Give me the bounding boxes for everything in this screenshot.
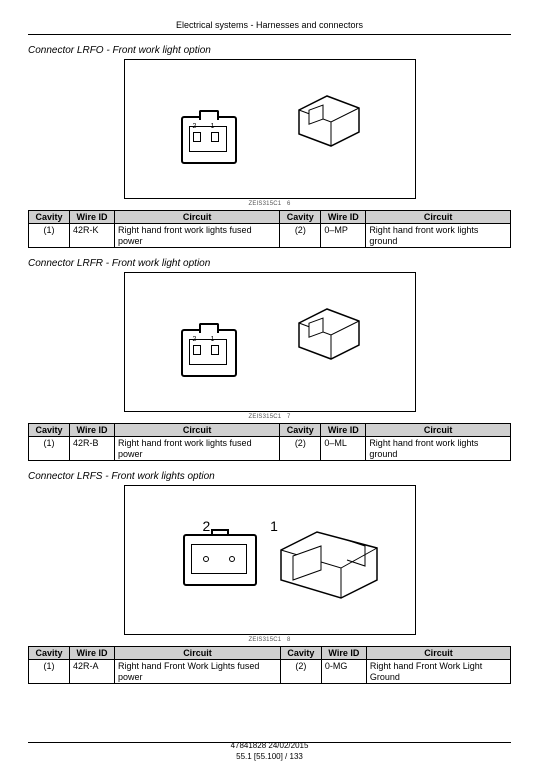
cell-wire1: 42R-B	[70, 437, 115, 461]
cell-circuit2: Right hand front work lights ground	[366, 224, 511, 248]
table-lrfo: Cavity Wire ID Circuit Cavity Wire ID Ci…	[28, 210, 511, 248]
col-cavity: Cavity	[29, 647, 70, 660]
page: Electrical systems - Harnesses and conne…	[0, 0, 539, 768]
caption-num: 8	[287, 637, 291, 643]
col-circuit2: Circuit	[366, 424, 511, 437]
rule-top	[28, 34, 511, 35]
page-header: Electrical systems - Harnesses and conne…	[28, 20, 511, 30]
table-header-row: Cavity Wire ID Circuit Cavity Wire ID Ci…	[29, 211, 511, 224]
cell-wire1: 42R-K	[70, 224, 115, 248]
pin-2-icon	[211, 345, 219, 355]
caption-ref: ZEIS315C1	[249, 414, 282, 420]
col-wire: Wire ID	[70, 211, 115, 224]
page-footer: 47841828 24/02/2015 55.1 [55.100] / 133	[0, 741, 539, 762]
section-title-lrfs: Connector LRFS - Front work lights optio…	[28, 471, 511, 482]
cell-circuit1: Right hand front work lights fused power	[115, 437, 280, 461]
col-cavity2: Cavity	[280, 647, 321, 660]
caption-ref: ZEIS315C1	[249, 637, 282, 643]
diagram-caption-lrfo: ZEIS315C1 6	[28, 201, 511, 207]
connector-iso-icon	[293, 305, 371, 363]
col-wire2: Wire ID	[321, 647, 366, 660]
table-lrfr: Cavity Wire ID Circuit Cavity Wire ID Ci…	[28, 423, 511, 461]
cell-circuit1: Right hand Front Work Lights fused power	[115, 660, 281, 684]
col-cavity: Cavity	[29, 211, 70, 224]
connector-inner-icon	[191, 544, 247, 574]
col-cavity2: Cavity	[280, 211, 321, 224]
table-row: (1) 42R-B Right hand front work lights f…	[29, 437, 511, 461]
diagram-lrfo: 1 2	[124, 59, 416, 199]
connector-notch-icon	[199, 323, 219, 333]
col-circuit2: Circuit	[366, 211, 511, 224]
diagram-lrfr: 1 2	[124, 272, 416, 412]
pin-2-icon	[211, 132, 219, 142]
pin-1-icon	[193, 345, 201, 355]
cell-cavity2: (2)	[280, 660, 321, 684]
cell-circuit2: Right hand Front Work Light Ground	[366, 660, 510, 684]
pin-label-1: 1	[211, 336, 215, 343]
connector-iso-icon	[293, 92, 371, 150]
col-circuit: Circuit	[115, 647, 281, 660]
pin-dot-icon	[203, 556, 209, 562]
col-circuit: Circuit	[115, 424, 280, 437]
cell-cavity1: (1)	[29, 660, 70, 684]
pin-1-icon	[193, 132, 201, 142]
pin-dot-icon	[229, 556, 235, 562]
table-header-row: Cavity Wire ID Circuit Cavity Wire ID Ci…	[29, 424, 511, 437]
pin-label-2: 2	[193, 336, 197, 343]
caption-num: 7	[287, 414, 291, 420]
footer-pageinfo: 55.1 [55.100] / 133	[0, 752, 539, 762]
col-wire: Wire ID	[70, 424, 115, 437]
cell-cavity1: (1)	[29, 224, 70, 248]
col-wire: Wire ID	[70, 647, 115, 660]
cell-wire2: 0-MG	[321, 660, 366, 684]
cell-cavity2: (2)	[280, 437, 321, 461]
col-wire2: Wire ID	[321, 211, 366, 224]
cell-wire1: 42R-A	[70, 660, 115, 684]
cell-circuit1: Right hand front work lights fused power	[115, 224, 280, 248]
cell-wire2: 0–ML	[321, 437, 366, 461]
diagram-caption-lrfs: ZEIS315C1 8	[28, 637, 511, 643]
table-lrfs: Cavity Wire ID Circuit Cavity Wire ID Ci…	[28, 646, 511, 684]
caption-num: 6	[287, 201, 291, 207]
section-title-lrfo: Connector LRFO - Front work light option	[28, 45, 511, 56]
table-row: (1) 42R-K Right hand front work lights f…	[29, 224, 511, 248]
diagram-lrfs: 2 1	[124, 485, 416, 635]
table-row: (1) 42R-A Right hand Front Work Lights f…	[29, 660, 511, 684]
section-title-lrfr: Connector LRFR - Front work light option	[28, 258, 511, 269]
cell-wire2: 0–MP	[321, 224, 366, 248]
connector-notch-icon	[199, 110, 219, 120]
col-circuit2: Circuit	[366, 647, 510, 660]
table-header-row: Cavity Wire ID Circuit Cavity Wire ID Ci…	[29, 647, 511, 660]
col-wire2: Wire ID	[321, 424, 366, 437]
diagram-caption-lrfr: ZEIS315C1 7	[28, 414, 511, 420]
caption-ref: ZEIS315C1	[249, 201, 282, 207]
cell-cavity1: (1)	[29, 437, 70, 461]
pin-label-2: 2	[193, 123, 197, 130]
col-cavity: Cavity	[29, 424, 70, 437]
connector-iso-icon	[273, 526, 393, 604]
pin-label-1: 1	[211, 123, 215, 130]
col-cavity2: Cavity	[280, 424, 321, 437]
cell-cavity2: (2)	[280, 224, 321, 248]
footer-docinfo: 47841828 24/02/2015	[0, 741, 539, 751]
cell-circuit2: Right hand front work lights ground	[366, 437, 511, 461]
col-circuit: Circuit	[115, 211, 280, 224]
